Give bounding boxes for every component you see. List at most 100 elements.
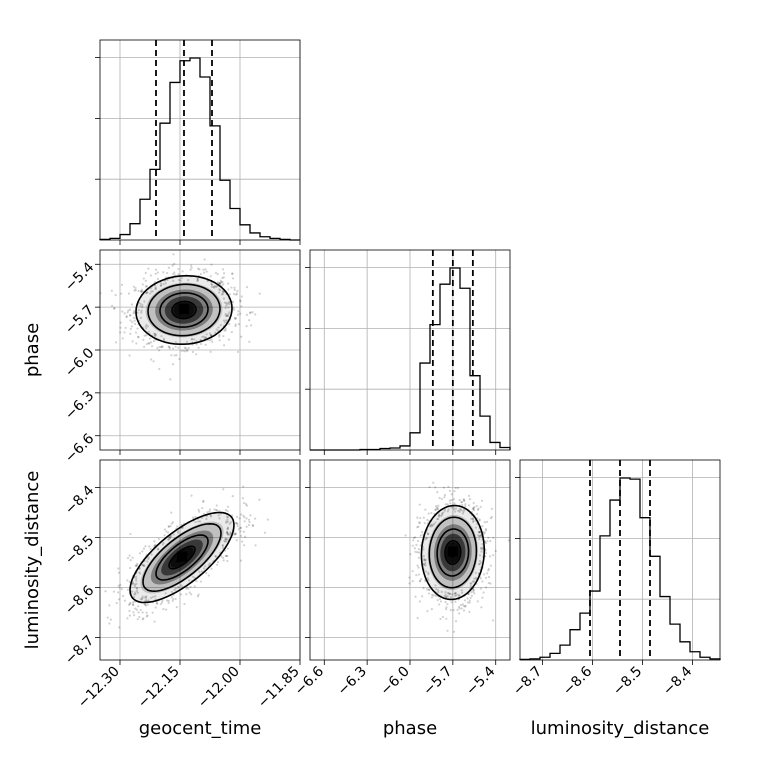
scatter-point: [458, 510, 461, 513]
scatter-point: [454, 507, 458, 510]
scatter-point: [478, 562, 481, 566]
scatter-point: [249, 324, 253, 327]
scatter-point: [457, 593, 460, 596]
scatter-point: [417, 556, 420, 559]
scatter-point: [212, 285, 215, 289]
scatter-point: [440, 497, 443, 501]
scatter-point: [233, 533, 236, 536]
scatter-point: [236, 313, 240, 316]
scatter-point: [133, 319, 136, 322]
contour-line-4: [171, 300, 197, 320]
scatter-point: [446, 595, 449, 598]
scatter-point: [224, 540, 227, 543]
scatter-point: [416, 539, 420, 543]
scatter-point: [149, 341, 153, 344]
scatter-point: [139, 302, 142, 305]
scatter-point: [489, 564, 492, 567]
scatter-point: [136, 591, 140, 594]
scatter-point: [215, 504, 218, 507]
scatter-point: [427, 573, 430, 576]
scatter-point: [137, 611, 140, 614]
scatter-point: [194, 521, 197, 524]
scatter-point: [120, 283, 124, 286]
scatter-point: [428, 486, 431, 489]
scatter-point: [157, 547, 160, 551]
scatter-point: [134, 289, 137, 292]
scatter-point: [230, 272, 234, 275]
scatter-point: [217, 282, 221, 285]
scatter-point: [438, 513, 441, 517]
scatter-point: [130, 325, 133, 328]
scatter-point: [437, 515, 441, 518]
scatter-point: [434, 584, 437, 587]
scatter-point: [413, 547, 416, 550]
scatter-point: [198, 570, 201, 573]
scatter-point: [215, 285, 218, 289]
scatter-point: [216, 561, 220, 564]
scatter-point: [225, 531, 229, 534]
scatter-point: [159, 284, 163, 287]
scatter-point: [472, 519, 475, 522]
scatter-point: [158, 345, 161, 349]
scatter-point: [148, 545, 151, 548]
scatter-point: [453, 508, 456, 511]
scatter-point: [162, 283, 165, 286]
scatter-point: [436, 506, 439, 509]
scatter-point: [129, 327, 132, 330]
scatter-point: [243, 516, 246, 519]
scatter-point: [132, 309, 136, 313]
scatter-point: [464, 604, 467, 607]
y-tick-label: −8.5: [62, 533, 97, 568]
density-peak: [447, 546, 458, 557]
scatter-point: [133, 584, 136, 588]
scatter-point: [150, 596, 153, 599]
scatter-point: [122, 594, 125, 598]
scatter-point: [208, 339, 211, 342]
scatter-point: [221, 544, 224, 548]
scatter-point: [224, 327, 227, 330]
scatter-point: [157, 537, 160, 540]
scatter-point: [112, 590, 116, 593]
scatter-point: [149, 547, 152, 551]
scatter-point: [470, 582, 473, 585]
scatter-point: [147, 556, 150, 559]
scatter-point: [226, 532, 229, 535]
scatter-point: [140, 309, 143, 312]
scatter-point: [473, 592, 476, 595]
scatter-point: [224, 329, 227, 332]
scatter-point: [230, 286, 233, 289]
scatter-point: [471, 507, 474, 510]
scatter-point: [183, 602, 186, 606]
scatter-point: [441, 513, 444, 516]
scatter-point: [453, 592, 456, 595]
scatter-point: [139, 316, 143, 319]
scatter-point: [190, 338, 193, 341]
scatter-point: [132, 285, 136, 288]
scatter-point: [469, 582, 472, 585]
scatter-point: [217, 291, 221, 294]
scatter-point: [170, 354, 173, 357]
scatter-point: [112, 307, 116, 310]
scatter-point: [472, 508, 475, 511]
scatter-point: [95, 634, 97, 636]
scatter-point: [418, 600, 421, 603]
scatter-point: [204, 343, 207, 346]
x-tick-label: −6.6: [292, 663, 327, 698]
scatter-point: [471, 580, 475, 583]
density-peak: [177, 551, 187, 562]
scatter-point: [232, 293, 236, 296]
scatter-point: [139, 290, 142, 293]
scatter-point: [478, 531, 482, 534]
histogram-luminosity_distance: [519, 477, 721, 661]
scatter-point: [431, 524, 434, 528]
scatter-point: [420, 577, 423, 581]
scatter-point: [447, 485, 450, 488]
scatter-point: [145, 323, 148, 326]
scatter-point: [239, 526, 243, 529]
scatter-point: [425, 570, 428, 573]
scatter-point: [183, 346, 186, 349]
scatter-point: [167, 345, 170, 348]
scatter-point: [417, 548, 420, 551]
scatter-point: [138, 572, 142, 575]
scatter-point: [460, 500, 464, 504]
